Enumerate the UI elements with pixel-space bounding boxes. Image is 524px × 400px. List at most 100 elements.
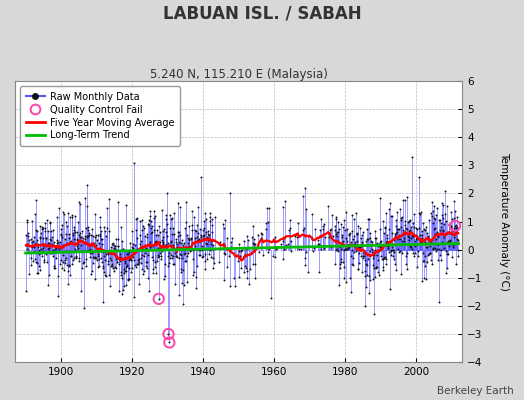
Point: [123, 262, 132, 268]
Point: [422, 276, 431, 282]
Point: [363, 235, 372, 242]
Point: [373, 252, 381, 259]
Point: [156, 245, 164, 252]
Point: [105, 228, 113, 234]
Point: [384, 244, 392, 251]
Point: [161, 273, 169, 279]
Point: [24, 249, 32, 255]
Point: [117, 224, 125, 230]
Point: [46, 250, 54, 256]
Point: [295, 246, 303, 252]
Point: [434, 299, 443, 306]
Point: [22, 232, 30, 239]
Point: [448, 231, 456, 237]
Point: [92, 254, 100, 261]
Point: [170, 249, 179, 256]
Point: [261, 220, 270, 226]
Point: [367, 239, 376, 245]
Point: [311, 226, 320, 232]
Point: [437, 257, 445, 264]
Point: [405, 237, 413, 243]
Point: [411, 236, 420, 242]
Point: [22, 288, 30, 294]
Point: [97, 228, 105, 234]
Point: [143, 259, 151, 265]
Point: [433, 204, 441, 211]
Point: [453, 253, 462, 259]
Point: [110, 242, 118, 248]
Point: [157, 253, 165, 260]
Point: [400, 222, 409, 228]
Point: [119, 254, 128, 261]
Point: [90, 254, 99, 260]
Point: [86, 240, 95, 246]
Point: [373, 240, 381, 246]
Point: [61, 219, 70, 226]
Point: [95, 240, 103, 246]
Point: [327, 226, 335, 232]
Point: [342, 246, 350, 252]
Point: [187, 247, 195, 253]
Point: [414, 236, 422, 242]
Point: [355, 250, 363, 256]
Point: [381, 254, 389, 260]
Point: [255, 249, 263, 255]
Point: [407, 246, 416, 253]
Point: [99, 299, 107, 305]
Point: [85, 254, 94, 260]
Point: [145, 222, 154, 228]
Point: [43, 228, 52, 235]
Point: [285, 227, 293, 234]
Point: [393, 228, 401, 235]
Point: [388, 230, 396, 236]
Point: [154, 254, 162, 260]
Point: [351, 241, 359, 248]
Point: [193, 234, 201, 241]
Point: [411, 249, 419, 256]
Point: [94, 264, 102, 270]
Point: [343, 226, 351, 232]
Point: [277, 241, 286, 247]
Point: [41, 219, 49, 226]
Point: [413, 232, 421, 239]
Point: [367, 238, 376, 244]
Point: [432, 229, 441, 235]
Point: [45, 245, 53, 251]
Point: [53, 293, 62, 300]
Point: [332, 215, 340, 222]
Point: [73, 236, 81, 242]
Point: [50, 242, 59, 249]
Point: [62, 230, 71, 237]
Point: [191, 243, 199, 250]
Point: [108, 241, 116, 247]
Point: [53, 239, 62, 245]
Point: [108, 265, 117, 271]
Point: [101, 256, 109, 263]
Point: [403, 194, 411, 200]
Point: [452, 261, 460, 268]
Point: [303, 269, 312, 276]
Point: [372, 234, 380, 241]
Point: [139, 223, 147, 230]
Point: [439, 226, 447, 233]
Point: [23, 217, 31, 224]
Point: [126, 268, 135, 275]
Point: [42, 259, 51, 266]
Point: [425, 238, 433, 244]
Point: [113, 258, 121, 265]
Point: [451, 222, 459, 229]
Point: [189, 256, 198, 262]
Point: [126, 240, 134, 246]
Point: [191, 235, 199, 241]
Point: [67, 253, 75, 260]
Point: [421, 227, 430, 233]
Point: [185, 247, 194, 253]
Point: [166, 238, 174, 245]
Point: [211, 214, 220, 220]
Point: [193, 222, 201, 228]
Point: [382, 209, 390, 216]
Point: [367, 242, 375, 248]
Point: [396, 236, 404, 242]
Point: [101, 228, 110, 234]
Point: [68, 212, 77, 218]
